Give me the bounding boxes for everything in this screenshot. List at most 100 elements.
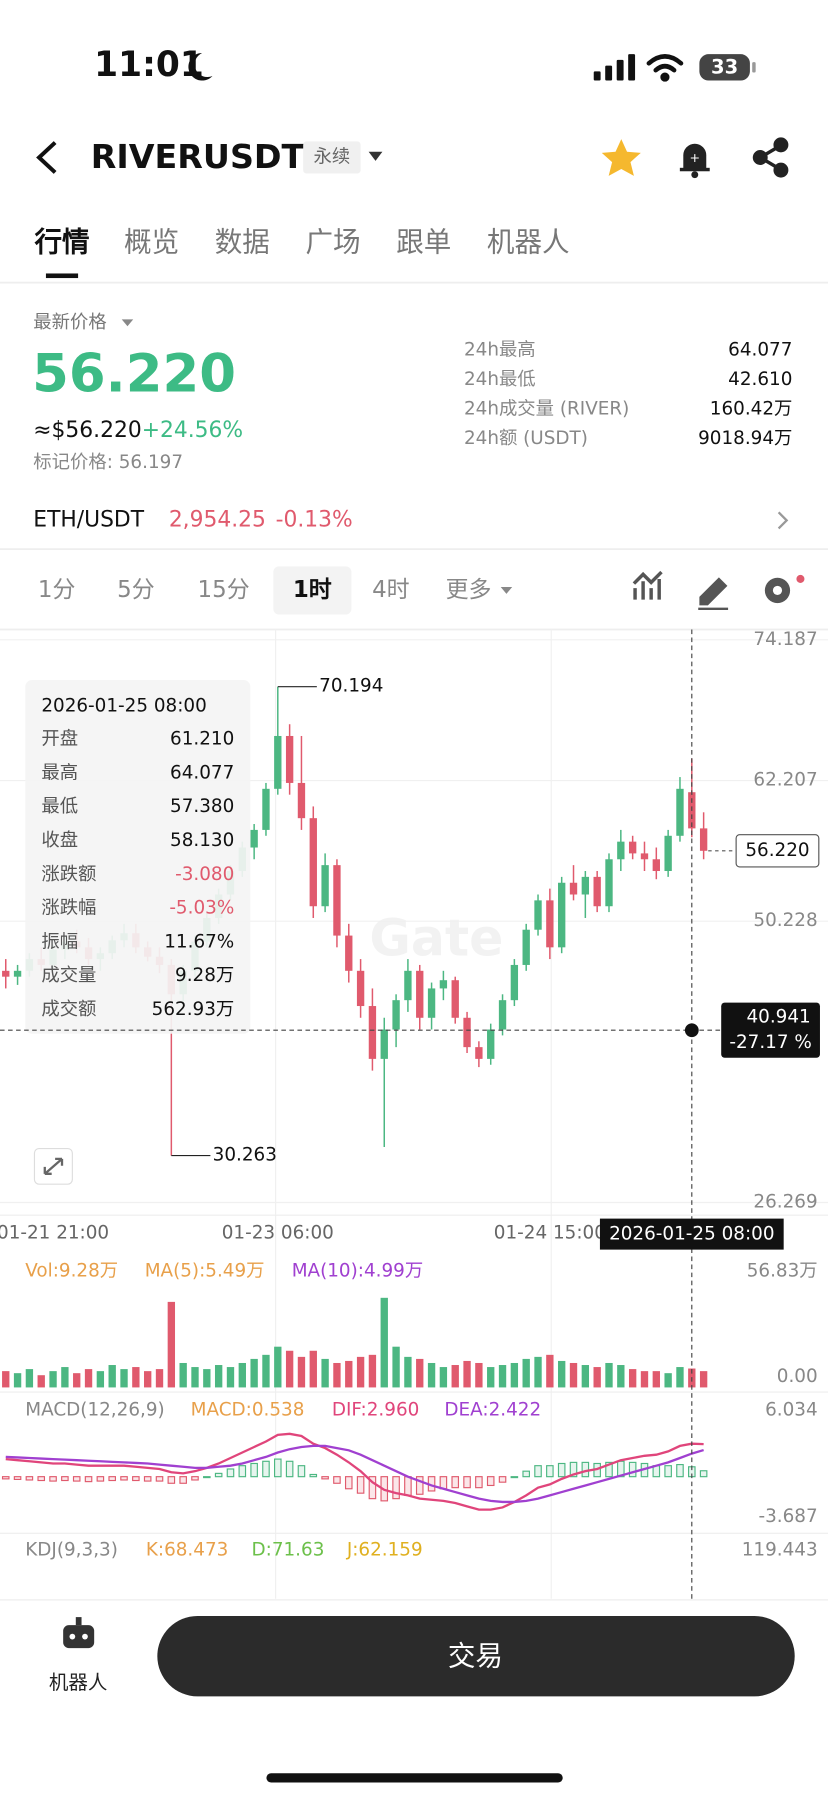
macd-bar (155, 1476, 164, 1482)
macd-bar (132, 1476, 140, 1482)
candle-body (321, 865, 329, 907)
interval[interactable]: 1时 (293, 577, 332, 603)
volume-bar (297, 1356, 306, 1388)
y-tick-label: 74.187 (753, 629, 817, 650)
max-label: 70.194 (319, 676, 383, 697)
tooltip-label: 涨跌额 (41, 864, 96, 885)
tab[interactable]: 广场 (305, 227, 360, 259)
symbol-dropdown[interactable] (368, 151, 383, 161)
trade-label[interactable]: 交易 (448, 1640, 503, 1672)
crosshair-change: -27.17 % (729, 1032, 811, 1053)
tooltip-value: -3.080 (175, 864, 234, 885)
macd-bar (605, 1461, 613, 1478)
trade-button[interactable] (157, 1615, 795, 1697)
interval[interactable]: 更多 (446, 577, 492, 603)
volume-bar (226, 1367, 235, 1388)
candle-body (404, 970, 412, 1001)
tooltip-label: 开盘 (41, 729, 78, 750)
tab[interactable]: 跟单 (396, 227, 451, 259)
interval[interactable]: 5分 (117, 577, 155, 603)
y-tick-label: 26.269 (753, 1191, 817, 1212)
ticker-pair[interactable]: ETH/USDT (33, 507, 144, 532)
volume-bar (13, 1373, 22, 1388)
candle-body (333, 865, 341, 936)
tabs: 行情 概览 数据 广场 跟单 机器人 (33, 227, 570, 279)
candle-body (640, 853, 649, 860)
tab[interactable]: 行情 (33, 227, 89, 259)
volume-bar (120, 1369, 128, 1388)
robot-icon[interactable] (63, 1617, 95, 1649)
back-button[interactable] (36, 141, 57, 174)
macd-bar (120, 1476, 128, 1481)
volume-bar (333, 1362, 341, 1388)
macd-legend: MACD(12,26,9) (25, 1399, 164, 1420)
indicator-icon[interactable] (632, 570, 663, 600)
last-price-label: 56.220 (745, 840, 809, 861)
volume-tick-label: 0.00 (777, 1366, 818, 1387)
tooltip-value: -5.03% (169, 898, 234, 919)
volume-bar (368, 1354, 377, 1388)
tooltip-label: 成交量 (41, 965, 96, 986)
stat-label: 24h最高 (464, 339, 536, 360)
tooltip-value: 57.380 (170, 796, 234, 817)
volume-bar (640, 1371, 649, 1388)
volume-bar (96, 1371, 105, 1388)
volume-bar (2, 1371, 10, 1388)
volume-bar (214, 1365, 223, 1388)
favorite-icon[interactable] (601, 139, 641, 176)
candle-body (451, 980, 459, 1018)
price-label: 最新价格 (33, 312, 106, 333)
volume-legend: MA(10):4.99万 (292, 1260, 424, 1281)
volume-bar (25, 1369, 34, 1388)
volume-bar (451, 1365, 459, 1388)
macd-bar (1, 1476, 10, 1480)
macd-bar (214, 1472, 223, 1478)
mark-price: 标记价格: 56.197 (33, 452, 183, 473)
interval[interactable]: 1分 (38, 577, 76, 603)
tab[interactable]: 数据 (215, 227, 270, 259)
interval[interactable]: 4时 (372, 577, 410, 603)
wifi-icon (646, 54, 684, 82)
candle-body (416, 970, 424, 1018)
candle-body (368, 1006, 377, 1059)
macd-bar (510, 1476, 519, 1479)
candle-body (593, 876, 601, 907)
ticker-price: 2,954.25 (169, 507, 266, 532)
settings-icon[interactable] (764, 574, 805, 604)
volume-bar (699, 1371, 708, 1388)
chevron[interactable] (777, 511, 789, 530)
volume-bar (463, 1360, 471, 1388)
tooltip: 2026-01-25 08:00 开盘 61.210 最高 64.077 最低 57.380… (25, 680, 251, 1034)
tab[interactable]: 概览 (124, 227, 179, 259)
price-dropdown[interactable] (121, 319, 134, 327)
battery-level: 33 (711, 55, 738, 78)
macd-bar (226, 1468, 235, 1478)
macd-bar (463, 1476, 471, 1489)
macd-bar (664, 1465, 672, 1478)
candle-body (274, 735, 282, 789)
volume-bar (309, 1350, 317, 1388)
macd-bar (179, 1476, 187, 1484)
symbol[interactable]: RIVERUSDT (91, 137, 305, 176)
macd-bar (25, 1476, 34, 1481)
macd-bar (285, 1460, 294, 1478)
volume-bar (250, 1358, 258, 1388)
volume-bar (144, 1371, 152, 1388)
draw-icon[interactable] (698, 577, 729, 610)
alert-icon[interactable]: + (679, 143, 710, 179)
kdj-legend: D:71.63 (252, 1539, 325, 1560)
kdj-legend: K:68.473 (146, 1539, 228, 1560)
interval[interactable]: 15分 (198, 577, 250, 603)
macd-bar (96, 1476, 105, 1482)
volume-bar (108, 1365, 116, 1388)
robot-label[interactable]: 机器人 (49, 1671, 108, 1694)
min-label: 30.263 (213, 1145, 277, 1166)
x-tick-label: 01-23 06:00 (222, 1223, 334, 1244)
volume-bar (37, 1375, 45, 1388)
tab[interactable]: 机器人 (487, 227, 570, 259)
share-icon[interactable] (752, 137, 789, 178)
macd-bar (274, 1458, 282, 1478)
tooltip-label: 最低 (41, 796, 78, 817)
volume-bar (510, 1362, 519, 1388)
